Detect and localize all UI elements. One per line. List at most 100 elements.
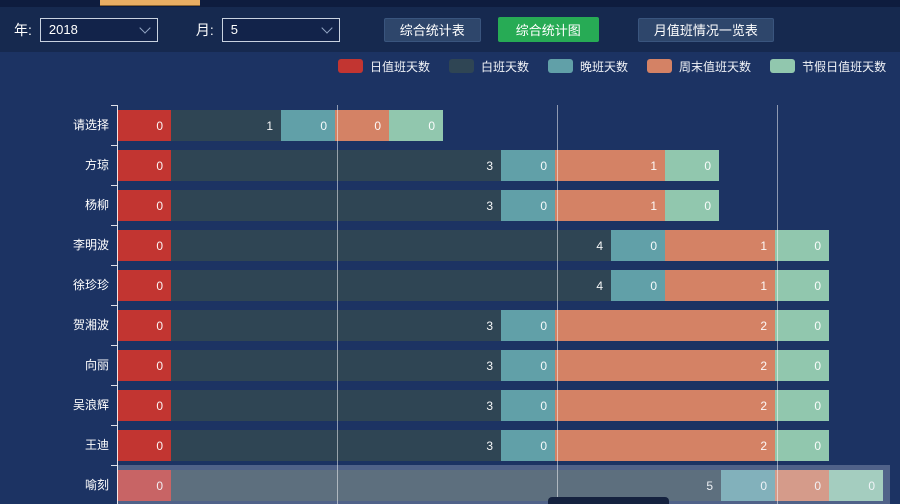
bar-segment[interactable]: 3 [171,350,501,381]
monthly-duty-list-button[interactable]: 月值班情况一览表 [637,17,774,42]
bar-segment[interactable]: 0 [117,230,171,261]
bar-segment[interactable]: 0 [775,430,829,461]
summary-chart-button[interactable]: 综合统计图 [497,17,599,42]
bar-value-label: 0 [156,238,163,253]
bar-segment[interactable]: 0 [829,470,883,501]
bar-segment[interactable]: 0 [775,230,829,261]
summary-table-button[interactable]: 综合统计表 [383,17,481,42]
bar-segment[interactable]: 1 [665,230,775,261]
legend-swatch-icon [647,59,673,73]
bar-segment[interactable]: 0 [775,310,829,341]
bar-value-label: 0 [540,318,547,333]
legend-item-label: 晚班天数 [580,59,629,74]
bar-segment[interactable]: 0 [611,270,665,301]
bar-segment[interactable]: 0 [335,110,389,141]
bar-segment[interactable]: 1 [555,190,665,221]
bar-segment[interactable]: 0 [117,190,171,221]
legend-item-label: 周末值班天数 [679,59,752,74]
bar-segment[interactable]: 2 [555,310,775,341]
bar-value-label: 0 [868,478,875,493]
bar-segment[interactable]: 5 [171,470,721,501]
top-strip [0,0,900,7]
axis-pointer-shadow [117,465,890,504]
bar-segment[interactable]: 0 [281,110,335,141]
bar-segment[interactable]: 2 [555,430,775,461]
bar-value-label: 0 [814,238,821,253]
bar-segment[interactable]: 2 [555,350,775,381]
year-select[interactable]: 2018 [39,17,158,42]
bar-value-label: 0 [156,358,163,373]
bar-segment[interactable]: 0 [501,150,555,181]
legend-item-label: 日值班天数 [370,59,431,74]
bar-value-label: 0 [156,158,163,173]
bar-segment[interactable]: 0 [389,110,443,141]
legend-item[interactable]: 白班天数 [449,58,529,75]
bar-segment[interactable]: 0 [665,150,719,181]
bar-value-label: 0 [156,278,163,293]
category-label: 李明波 [72,238,109,252]
bar-segment[interactable]: 4 [171,230,611,261]
bar-segment[interactable]: 3 [171,310,501,341]
bar-segment[interactable]: 0 [117,390,171,421]
bar-segment[interactable]: 0 [775,390,829,421]
bar-segment[interactable]: 0 [501,430,555,461]
month-select[interactable]: 5 [221,17,340,42]
legend-item[interactable]: 节假日值班天数 [770,58,886,75]
bar-value-label: 0 [760,478,767,493]
bar-value-label: 1 [266,118,273,133]
legend-swatch-icon [338,59,363,73]
bar-value-label: 0 [704,158,711,173]
bar-value-label: 0 [540,398,547,413]
legend-item-label: 节假日值班天数 [802,59,887,74]
legend-item[interactable]: 周末值班天数 [647,58,751,75]
bar-segment[interactable]: 0 [117,110,171,141]
bar-segment[interactable]: 0 [501,390,555,421]
legend-swatch-icon [548,59,574,73]
bar-segment[interactable]: 3 [171,430,501,461]
bar-segment[interactable]: 0 [775,470,829,501]
bar-value-label: 3 [486,358,493,373]
bar-segment[interactable]: 0 [117,350,171,381]
bar-segment[interactable]: 0 [117,270,171,301]
y-axis-tick [111,145,117,146]
bar-segment[interactable]: 1 [555,150,665,181]
category-label: 请选择 [72,118,109,132]
bar-segment[interactable]: 3 [171,190,501,221]
bar-segment[interactable]: 0 [775,350,829,381]
bar-segment[interactable]: 2 [555,390,775,421]
legend-item[interactable]: 日值班天数 [338,58,430,75]
bar-segment[interactable]: 0 [501,310,555,341]
category-label: 杨柳 [84,198,109,212]
bar-segment[interactable]: 0 [611,230,665,261]
active-tab-indicator [100,0,200,6]
category-label: 徐珍珍 [72,278,109,292]
y-axis-tick [111,465,117,466]
bar-segment[interactable]: 3 [171,390,501,421]
bar-segment[interactable]: 0 [117,430,171,461]
gridline [777,105,778,504]
bar-value-label: 3 [486,398,493,413]
bar-segment[interactable]: 1 [665,270,775,301]
bar-segment[interactable]: 0 [117,310,171,341]
bar-value-label: 0 [540,358,547,373]
bar-segment[interactable]: 0 [117,150,171,181]
bar-segment[interactable]: 0 [501,350,555,381]
bar-segment[interactable]: 0 [117,470,171,501]
y-axis-tick [111,225,117,226]
bar-segment[interactable]: 0 [501,190,555,221]
bar-segment[interactable]: 1 [171,110,281,141]
bar-segment[interactable]: 0 [665,190,719,221]
y-axis-tick [111,305,117,306]
category-label: 王迪 [84,438,109,452]
year-select-value: 2018 [48,22,78,37]
bar-value-label: 0 [814,318,821,333]
bar-segment[interactable]: 4 [171,270,611,301]
bar-value-label: 2 [760,318,767,333]
bar-segment[interactable]: 0 [775,270,829,301]
legend-item[interactable]: 晚班天数 [548,58,628,75]
bar-value-label: 0 [814,358,821,373]
bar-segment[interactable]: 0 [721,470,775,501]
bar-segment[interactable]: 3 [171,150,501,181]
chart-legend: 日值班天数 白班天数 晚班天数 周末值班天数 节假日值班天数 [338,58,886,74]
